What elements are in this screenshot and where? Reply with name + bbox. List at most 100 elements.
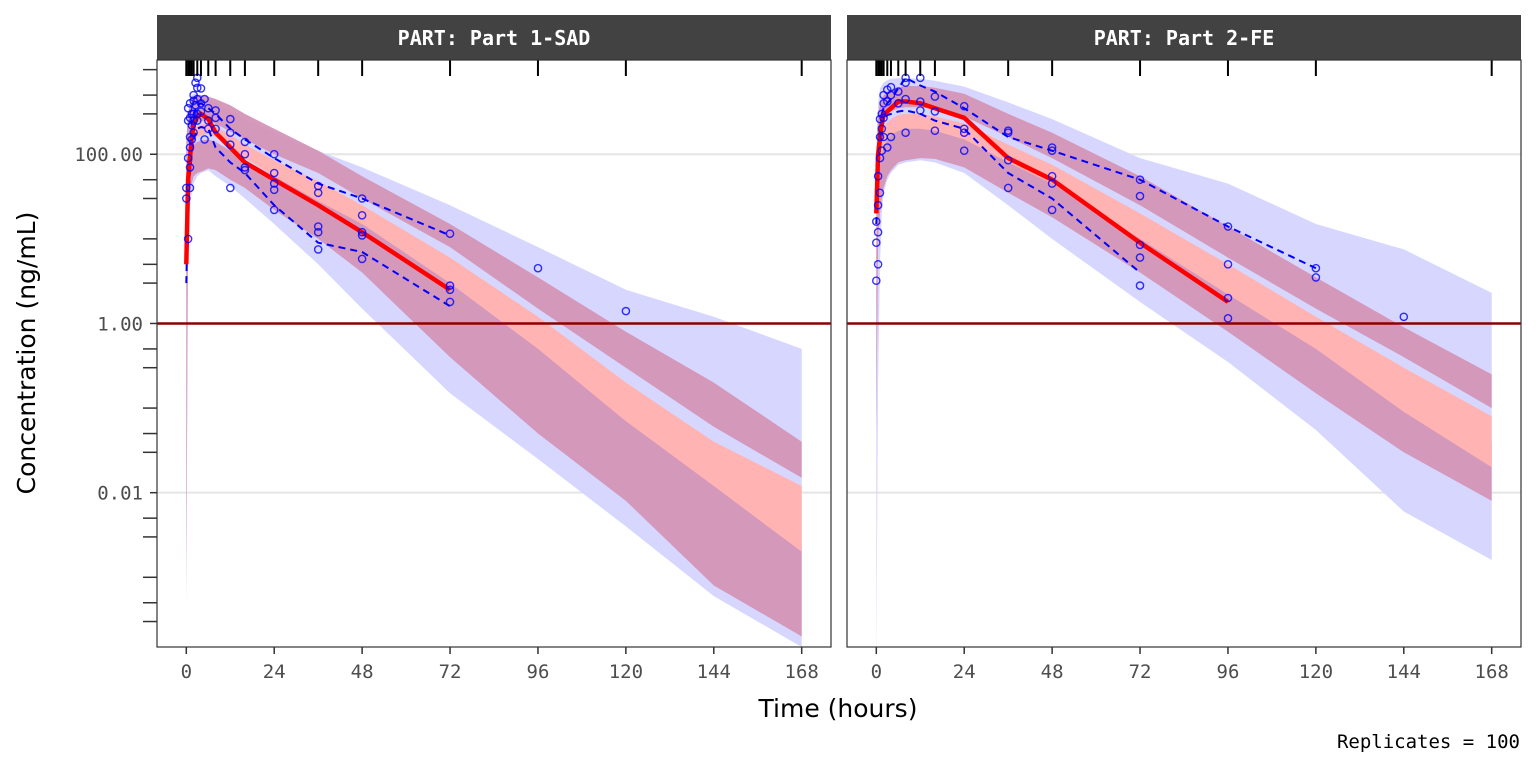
observed-point [240, 149, 250, 159]
observed-point [901, 78, 910, 87]
panel-border [156, 59, 832, 648]
x-tick-label: 120 [609, 661, 643, 683]
observed-point [875, 188, 885, 198]
y-tick-label: 0.01 [97, 483, 143, 505]
observed-point [313, 188, 323, 198]
observed-point [930, 92, 940, 101]
observed-point [1003, 128, 1013, 137]
observed-point [192, 83, 202, 93]
observed-point [225, 140, 235, 149]
caption-replicates: Replicates = 100 [1337, 731, 1520, 753]
panel-border [846, 59, 1522, 648]
observed-point [883, 143, 892, 152]
x-tick-label: 0 [871, 661, 882, 683]
observed-point [877, 124, 887, 134]
x-tick-label: 168 [1475, 661, 1509, 683]
observed-point [1135, 240, 1145, 250]
observed-point [269, 168, 279, 178]
lower-quantile-band [876, 123, 1492, 501]
observed-point [445, 285, 455, 295]
y-axis-title: Concentration (ng/mL) [12, 212, 41, 495]
observed-point [181, 183, 191, 193]
observed-point [240, 165, 250, 175]
observed-point [203, 103, 213, 113]
observed-point [873, 171, 883, 181]
observed-point [886, 132, 896, 142]
observed-point [1135, 253, 1145, 262]
observed-point [200, 135, 209, 144]
x-tick-label: 0 [181, 661, 192, 683]
observed-point [357, 210, 367, 220]
observed-point [959, 124, 969, 134]
observed-point [185, 163, 195, 172]
observed-point [1135, 191, 1145, 201]
observed-point [1223, 222, 1233, 231]
strip-background [847, 15, 1521, 60]
observed-point [357, 194, 367, 203]
x-tick-label: 24 [953, 661, 976, 683]
observed-point [879, 113, 888, 123]
observed-point [269, 205, 279, 215]
observed-point [1047, 146, 1057, 155]
observed-point [357, 231, 367, 240]
strip-label: PART: Part 2-FE [1094, 26, 1275, 50]
panels-layer: PART: Part 1-SAD 0 24 48 72 96 120 144 168 PART: … [156, 15, 1522, 683]
observed-point [1047, 179, 1057, 188]
observed-point [1223, 313, 1233, 323]
observed-point [873, 259, 883, 269]
observed-point [269, 149, 279, 159]
x-tick-label: 48 [1041, 661, 1064, 683]
observed-point [225, 128, 235, 137]
observed-point [916, 97, 925, 106]
observed-point [959, 146, 969, 155]
x-tick-label: 96 [527, 661, 550, 683]
strip-label: PART: Part 1-SAD [398, 26, 591, 50]
observed-point [445, 229, 455, 238]
y-tick-label: 100.00 [74, 144, 143, 166]
observed-point [916, 106, 925, 115]
observed-point [886, 82, 896, 92]
observed-point [1047, 143, 1057, 152]
observed-point [225, 114, 235, 124]
observed-point [185, 183, 195, 193]
observed-point [313, 222, 323, 231]
observed-point [930, 107, 940, 116]
y-axis: 0.01 1.00 100.00 [74, 68, 157, 623]
x-tick-label: 168 [785, 661, 819, 683]
observed-point [894, 99, 903, 108]
observed-point [875, 132, 885, 142]
x-tick-label: 120 [1299, 661, 1333, 683]
observed-point [1223, 293, 1233, 303]
observed-point [1135, 281, 1145, 290]
y-tick-label: 1.00 [97, 313, 143, 335]
observed-point [196, 107, 206, 116]
observed-point [1399, 312, 1409, 322]
observed-point [894, 87, 903, 96]
observed-point [357, 254, 367, 264]
panel-1: PART: Part 1-SAD 0 24 48 72 96 120 144 168 [156, 15, 832, 683]
observed-point [211, 124, 220, 134]
observed-point [203, 116, 213, 125]
observed-point [357, 227, 367, 237]
observed-point [189, 128, 198, 137]
observed-point [533, 263, 543, 273]
x-tick-label: 72 [439, 661, 462, 683]
observed-point [269, 185, 279, 195]
observed-point [872, 276, 881, 286]
observed-point [930, 126, 940, 135]
observed-point [185, 143, 195, 152]
x-tick-label: 144 [697, 661, 731, 683]
strip-background [157, 15, 831, 60]
x-tick-label: 144 [1387, 661, 1421, 683]
observed-point [240, 163, 250, 172]
x-tick-label: 48 [351, 661, 374, 683]
observed-point [1003, 155, 1013, 165]
observed-point [1135, 175, 1145, 184]
observed-point [872, 238, 881, 247]
observed-point [901, 128, 910, 137]
observed-point [269, 179, 279, 188]
observed-point [901, 94, 910, 104]
observed-point [1047, 205, 1057, 215]
observed-point [211, 113, 220, 123]
